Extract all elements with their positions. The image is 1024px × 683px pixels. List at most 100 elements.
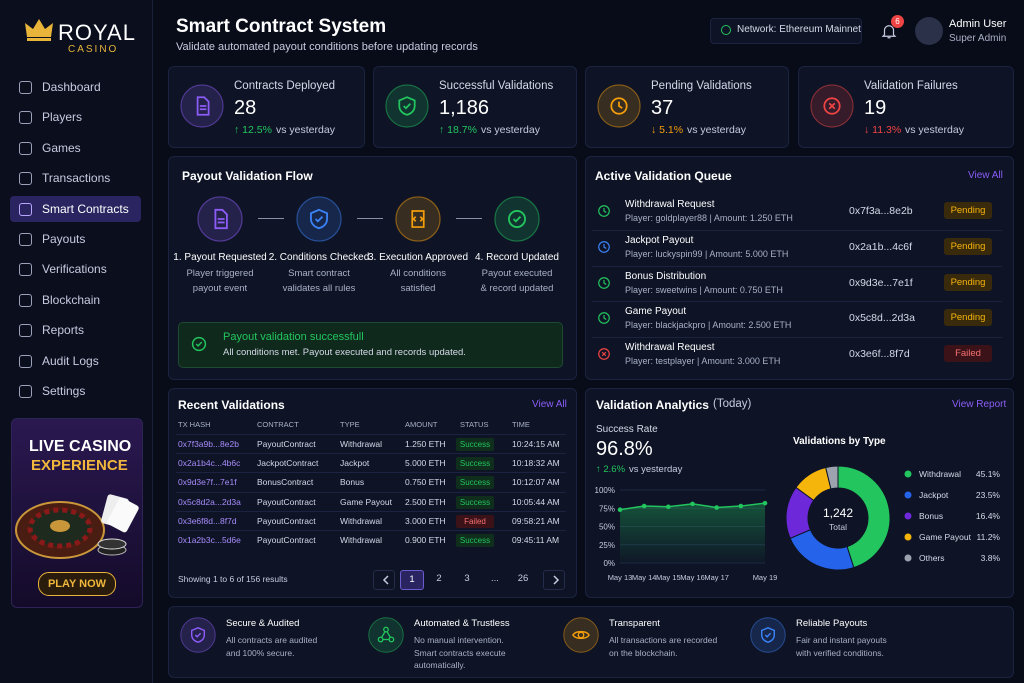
table-cell: 0.750 ETH <box>405 477 446 488</box>
table-cell: Jackpot <box>340 458 370 469</box>
stat-label: Successful Validations <box>439 80 554 92</box>
table-cell: PayoutContract <box>257 496 316 507</box>
rate-suffix: vs yesterday <box>629 464 683 475</box>
flow-success-box <box>178 322 563 368</box>
flow-success-title: Payout validation successfull <box>223 331 364 343</box>
chevron <box>382 575 389 585</box>
bell-icon[interactable] <box>880 22 898 40</box>
avatar[interactable] <box>915 17 943 45</box>
table-cell: Game Payout <box>340 496 392 507</box>
rate-value: 96.8% <box>596 438 653 460</box>
line-point <box>666 504 671 510</box>
nav-item[interactable]: Audit Logs <box>42 353 99 368</box>
nav-item[interactable]: Players <box>42 110 83 125</box>
status-badge: Pending <box>944 273 992 291</box>
icon <box>598 348 610 361</box>
icon <box>197 196 243 242</box>
queue-divider <box>592 265 1002 267</box>
table-header: STATUS <box>460 420 489 429</box>
icon <box>180 617 216 653</box>
status-badge: Pending <box>944 202 992 219</box>
table-cell: 0x5c8d2a...2d3a <box>178 496 241 507</box>
legend-dot <box>904 491 912 499</box>
nav-item[interactable]: Verifications <box>42 262 107 277</box>
table-cell: Withdrawal <box>340 535 383 545</box>
queue-item-player: Player: sweetwins | Amount: 0.750 ETH <box>625 284 783 295</box>
page-button[interactable]: 3 <box>464 573 470 584</box>
stat-suffix: vs yesterday <box>687 124 746 136</box>
stat-suffix: vs yesterday <box>905 124 964 136</box>
table-cell: PayoutContract <box>257 515 316 526</box>
legend-dot <box>904 554 912 562</box>
row-divider <box>176 491 566 493</box>
nav-item[interactable]: Settings <box>42 384 86 398</box>
flow-step-desc: validates all rules <box>282 283 356 294</box>
icon <box>750 617 786 653</box>
queue-item-hash: 0x9d3e...7e1f <box>849 276 913 289</box>
analytics-period: (Today) <box>713 398 752 410</box>
stat-value: 37 <box>651 97 674 119</box>
icon <box>598 276 610 289</box>
table-cell: 0x9d3e7f...7e1f <box>178 477 237 488</box>
icon <box>368 617 404 653</box>
nav-icon <box>19 202 32 216</box>
y-tick-label: 25% <box>599 541 615 550</box>
legend-value: 3.8% <box>981 553 1001 563</box>
queue-view-all[interactable]: View All <box>968 170 1003 181</box>
nav-item[interactable]: Reports <box>42 323 85 338</box>
queue-item-title: Bonus Distribution <box>625 270 707 282</box>
donut-segment <box>825 465 839 490</box>
status-badge: Failed <box>944 345 992 363</box>
flow-arrow <box>258 218 284 219</box>
x-tick-label: May 15 <box>656 573 681 582</box>
queue-item-hash: 0x2a1b...4c6f <box>849 240 913 253</box>
nav-icon <box>19 324 32 338</box>
page-button[interactable]: 1 <box>400 570 424 590</box>
nav-item[interactable]: Payouts <box>42 232 86 246</box>
legend-dot <box>904 533 912 541</box>
page-title: Smart Contract System <box>176 16 387 37</box>
nav-icon <box>19 81 32 94</box>
roulette-art <box>15 494 139 559</box>
recent-view-all[interactable]: View All <box>532 399 567 410</box>
queue-item-title: Game Payout <box>625 306 687 318</box>
page-button[interactable]: 2 <box>436 573 442 584</box>
flow-arrow <box>357 218 383 219</box>
page-prev[interactable] <box>373 570 395 590</box>
table-cell: PayoutContract <box>257 535 316 545</box>
nav-item[interactable]: Dashboard <box>42 80 101 94</box>
analytics-view-report[interactable]: View Report <box>952 399 1007 410</box>
icon <box>563 617 599 653</box>
nav-item[interactable]: Smart Contracts <box>42 201 129 216</box>
promo-button[interactable]: PLAY NOW <box>38 572 116 596</box>
queue-title: Active Validation Queue <box>595 169 732 183</box>
recent-title: Recent Validations <box>178 398 285 412</box>
feature-title: Automated & Trustless <box>414 618 510 629</box>
legend-value: 45.1% <box>976 469 1001 479</box>
nav-item[interactable]: Blockchain <box>42 292 101 307</box>
promo-title: LIVE CASINO <box>29 438 132 455</box>
table-cell: 0.900 ETH <box>405 535 446 545</box>
feature-desc: on the blockchain. <box>609 647 678 658</box>
table-cell: 10:12:07 AM <box>512 477 560 488</box>
table-header: CONTRACT <box>257 420 299 429</box>
nav-item[interactable]: Games <box>42 140 81 155</box>
line-point <box>641 503 647 509</box>
flow-step-desc: satisfied <box>400 283 436 294</box>
feature-desc: automatically. <box>414 660 466 670</box>
row-divider <box>176 510 566 512</box>
user-role: Super Admin <box>949 33 1007 44</box>
legend-label: Jackpot <box>919 490 949 500</box>
icon <box>598 205 610 217</box>
stat-change: ↓ 5.1% <box>651 124 684 136</box>
nav-item[interactable]: Transactions <box>42 171 111 186</box>
page-next[interactable] <box>543 570 565 590</box>
nav-icon <box>19 141 32 155</box>
line-point <box>738 503 744 509</box>
queue-item-player: Player: goldplayer88 | Amount: 1.250 ETH <box>625 213 793 223</box>
brand-name: ROYAL <box>58 20 136 45</box>
page-button[interactable]: ... <box>491 573 499 584</box>
page-button[interactable]: 26 <box>517 573 529 584</box>
queue-item-player: Player: blackjackpro | Amount: 2.500 ETH <box>625 320 792 331</box>
nav-icon <box>19 233 32 246</box>
